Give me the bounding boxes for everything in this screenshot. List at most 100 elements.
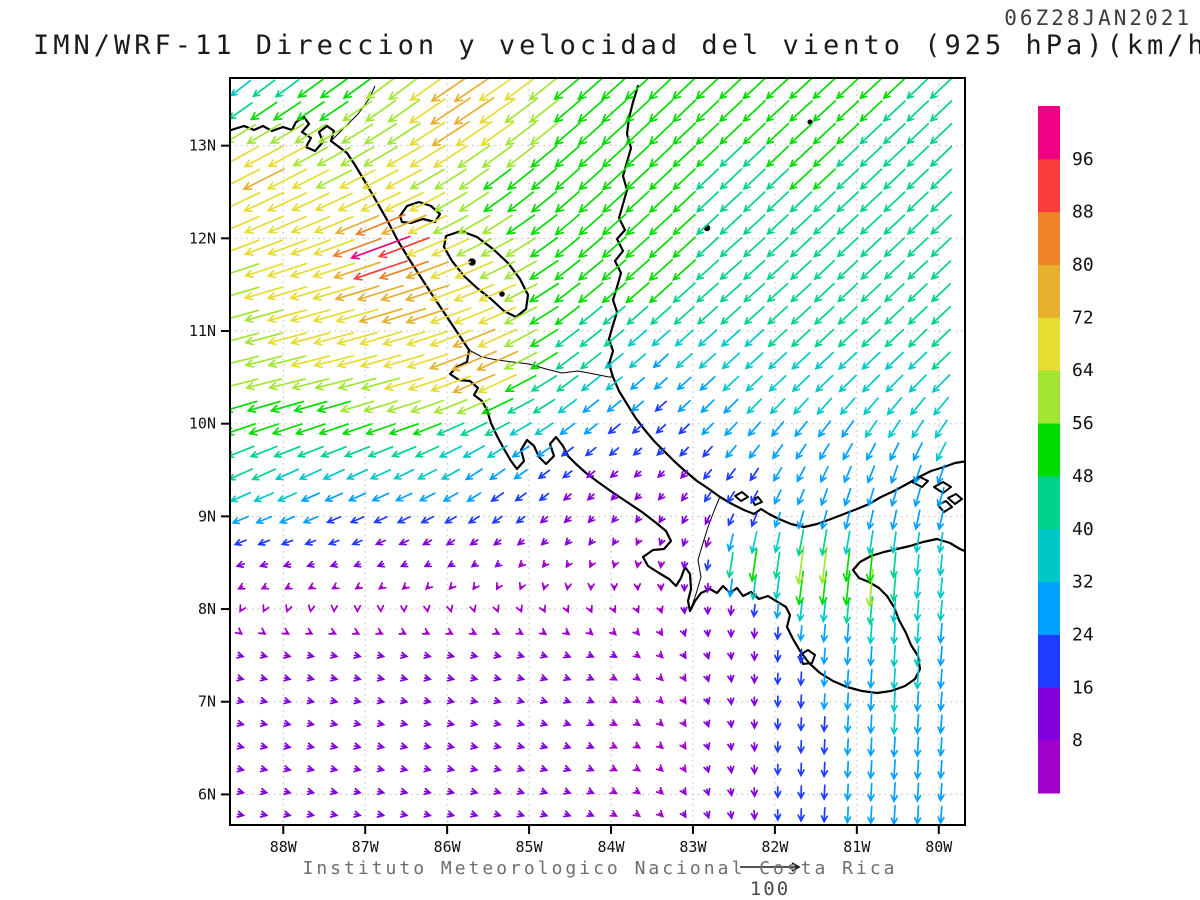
wind-vector bbox=[242, 191, 285, 213]
wind-vector bbox=[727, 628, 735, 639]
wind-vector bbox=[703, 764, 711, 774]
wind-vector bbox=[743, 282, 766, 303]
wind-vector bbox=[336, 354, 378, 369]
wind-vector bbox=[454, 261, 494, 280]
wind-vector bbox=[843, 597, 851, 625]
wind-vector bbox=[329, 810, 339, 818]
wind-vector bbox=[860, 237, 882, 258]
lake-managua bbox=[398, 200, 442, 225]
wind-vector bbox=[285, 604, 293, 614]
wind-vector bbox=[937, 600, 945, 622]
wind-vector bbox=[680, 492, 689, 502]
wind-vector bbox=[671, 99, 697, 123]
wind-vector bbox=[820, 716, 829, 733]
wind-vector bbox=[883, 237, 906, 258]
wind-vector bbox=[913, 668, 922, 691]
wind-vector bbox=[750, 741, 759, 753]
wind-vector bbox=[478, 78, 514, 102]
wind-vector bbox=[820, 647, 829, 666]
wind-vector bbox=[820, 807, 829, 824]
wind-vector bbox=[313, 215, 354, 234]
wind-vector bbox=[230, 79, 251, 97]
lat-tick-label: 10N bbox=[189, 415, 216, 433]
wind-vector bbox=[236, 787, 246, 796]
wind-vector bbox=[726, 490, 736, 504]
wind-vector bbox=[719, 191, 743, 213]
wind-vector bbox=[773, 489, 782, 506]
wind-vector bbox=[423, 697, 433, 705]
wind-vector bbox=[632, 627, 641, 637]
wind-vector bbox=[494, 560, 503, 568]
wind-vector bbox=[722, 375, 740, 392]
wind-vector bbox=[565, 559, 573, 569]
wind-vector bbox=[930, 214, 952, 235]
wind-vector bbox=[504, 374, 537, 392]
wind-vector bbox=[906, 237, 929, 258]
wind-vector bbox=[316, 400, 352, 414]
wind-vector bbox=[695, 168, 720, 191]
wind-vector bbox=[478, 283, 517, 302]
wind-vector bbox=[530, 375, 558, 392]
wind-vector bbox=[529, 122, 559, 146]
wind-vector bbox=[609, 604, 617, 614]
wind-vector bbox=[609, 696, 619, 704]
wind-vector bbox=[884, 305, 905, 326]
wind-vector bbox=[418, 492, 436, 502]
wind-vector bbox=[539, 651, 549, 659]
wind-vector bbox=[433, 398, 468, 415]
wind-vector bbox=[365, 423, 396, 436]
wind-vector bbox=[480, 121, 515, 147]
lon-tick-label: 87W bbox=[352, 838, 380, 856]
wind-vector bbox=[577, 259, 604, 281]
wind-vector bbox=[797, 694, 805, 710]
wind-vector bbox=[936, 486, 945, 508]
wind-vector bbox=[541, 559, 550, 569]
wind-vector bbox=[634, 492, 643, 501]
wind-vector bbox=[515, 604, 523, 614]
wind-vector bbox=[329, 674, 339, 682]
wind-vector bbox=[258, 627, 267, 635]
wind-vector bbox=[601, 99, 627, 123]
wind-vector bbox=[532, 398, 556, 414]
wind-vector bbox=[890, 573, 898, 603]
wind-vector bbox=[453, 306, 495, 325]
wind-vector bbox=[797, 648, 805, 665]
wind-vector bbox=[539, 719, 549, 727]
wind-vector bbox=[470, 674, 479, 682]
wind-vector bbox=[889, 464, 899, 485]
wind-vector bbox=[750, 512, 758, 528]
wind-vector bbox=[554, 213, 581, 236]
wind-vector bbox=[478, 260, 516, 280]
wind-vector bbox=[312, 331, 355, 346]
wind-vector bbox=[882, 145, 906, 168]
wind-vector bbox=[627, 329, 648, 347]
wind-vector bbox=[913, 645, 922, 668]
wind-vector bbox=[296, 78, 324, 99]
wind-vector bbox=[318, 100, 349, 122]
wind-vector bbox=[655, 764, 664, 773]
wind-vector bbox=[795, 545, 805, 586]
wind-vector bbox=[742, 237, 766, 258]
coiba-island bbox=[799, 649, 816, 665]
wind-vector bbox=[704, 559, 712, 572]
wind-vector bbox=[750, 627, 759, 640]
wind-vector bbox=[259, 787, 269, 796]
wind-vector bbox=[262, 604, 270, 613]
wind-vector bbox=[820, 624, 828, 644]
wind-vector bbox=[611, 515, 619, 524]
wind-vector bbox=[448, 582, 457, 591]
wind-vector bbox=[889, 442, 900, 462]
wind-vector bbox=[890, 667, 898, 691]
wind-vector bbox=[890, 509, 898, 531]
wind-vector bbox=[884, 351, 904, 371]
wind-vector bbox=[680, 584, 689, 593]
wind-vector bbox=[458, 191, 490, 212]
wind-vector bbox=[789, 214, 813, 236]
wind-vector bbox=[377, 236, 430, 259]
wind-vector bbox=[337, 192, 377, 212]
wind-vector bbox=[529, 305, 559, 325]
wind-vector bbox=[433, 191, 468, 212]
wind-vector bbox=[820, 784, 829, 801]
wind-vector bbox=[376, 765, 386, 773]
